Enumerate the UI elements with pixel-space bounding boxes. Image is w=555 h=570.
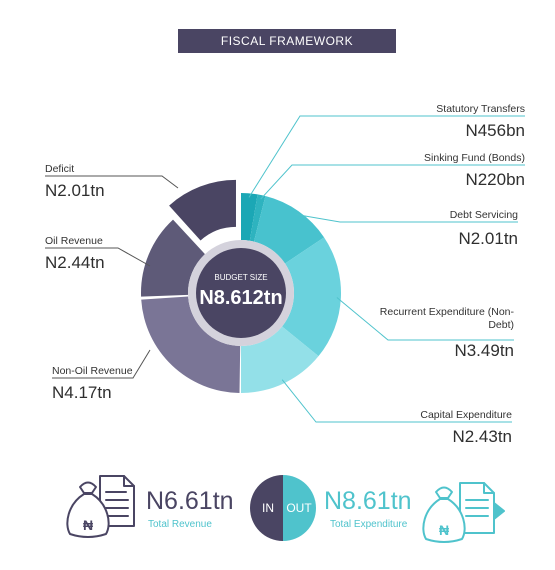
in-out-badge: IN OUT xyxy=(250,475,316,541)
label-sinking-fund-value: N220bn xyxy=(465,170,525,189)
slice-oil-revenue xyxy=(141,219,205,297)
label-oil-revenue-value: N2.44tn xyxy=(45,253,105,272)
leader-deficit xyxy=(45,175,179,189)
total-revenue-value: N6.61tn xyxy=(146,487,234,515)
label-statutory-transfers-value: N456bn xyxy=(465,121,525,140)
slice-capital-expenditure xyxy=(241,326,319,393)
in-half xyxy=(250,475,283,541)
label-non-oil-revenue-name: Non-Oil Revenue xyxy=(52,365,133,377)
leader-debt-servicing xyxy=(296,214,518,223)
total-expenditure-label: Total Expenditure xyxy=(330,519,408,530)
leader-oil-revenue xyxy=(45,247,151,267)
slice-deficit xyxy=(169,179,236,241)
leader-statutory-transfers xyxy=(248,115,525,198)
svg-text:₦: ₦ xyxy=(439,522,449,538)
center-disc xyxy=(196,248,286,338)
label-recurrent-expenditure-name-box: Recurrent Expenditure (Non-Debt) xyxy=(379,306,514,331)
slice-statutory-transfers xyxy=(241,193,258,241)
leader-non-oil-revenue xyxy=(52,349,151,379)
label-debt-servicing-name: Debt Servicing xyxy=(450,209,518,221)
center-value: N8.612tn xyxy=(199,287,282,309)
label-deficit-name: Deficit xyxy=(45,163,74,175)
slice-non-oil-revenue xyxy=(141,296,241,393)
label-statutory-transfers-name: Statutory Transfers xyxy=(436,103,525,115)
label-capital-expenditure-name: Capital Expenditure xyxy=(420,409,512,421)
total-revenue-label: Total Revenue xyxy=(148,519,212,530)
slice-sinking-fund-bonds xyxy=(249,194,266,242)
label-non-oil-revenue-value: N4.17tn xyxy=(52,383,112,402)
leader-recurrent-expenditure-non-debt xyxy=(336,297,514,341)
page-title: FISCAL FRAMEWORK xyxy=(178,29,396,53)
center-label: BUDGET SIZE xyxy=(214,273,267,282)
label-deficit-value: N2.01tn xyxy=(45,181,105,200)
label-debt-servicing-value: N2.01tn xyxy=(458,229,518,248)
label-oil-revenue-name: Oil Revenue xyxy=(45,235,103,247)
money-bag-document-icon: ₦ xyxy=(66,475,135,538)
slice-recurrent-expenditure-non-debt xyxy=(282,237,342,357)
leader-lines xyxy=(45,115,525,423)
total-expenditure-value: N8.61tn xyxy=(324,487,412,515)
donut-slices xyxy=(141,179,342,393)
label-sinking-fund-name: Sinking Fund (Bonds) xyxy=(424,152,525,164)
in-label: IN xyxy=(262,501,274,515)
label-capital-expenditure-value: N2.43tn xyxy=(452,427,512,446)
out-label: OUT xyxy=(286,501,312,515)
label-recurrent-expenditure-name: Recurrent Expenditure (Non-Debt) xyxy=(379,306,514,331)
leader-sinking-fund-bonds xyxy=(260,164,525,200)
leader-capital-expenditure xyxy=(281,379,512,423)
svg-text:₦: ₦ xyxy=(83,517,93,533)
money-bag-document-arrow-icon: ₦ xyxy=(422,482,505,543)
slice-debt-servicing xyxy=(253,196,325,264)
out-half xyxy=(283,475,316,541)
label-recurrent-expenditure-value: N3.49tn xyxy=(454,341,514,360)
